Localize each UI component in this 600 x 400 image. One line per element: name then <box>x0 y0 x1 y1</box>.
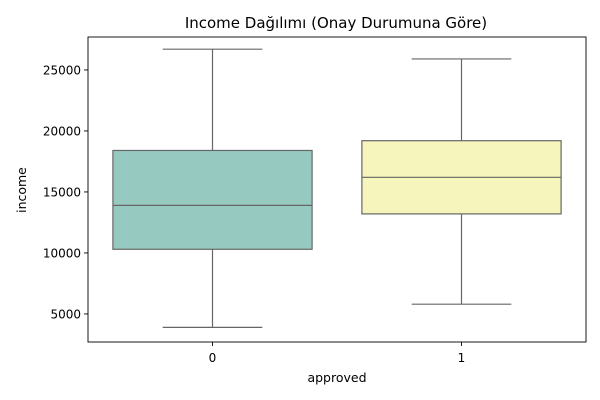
iqr-box <box>112 149 313 250</box>
y-axis-label: income <box>14 167 29 213</box>
plot-frame <box>87 36 587 343</box>
y-tick-label: 15000 <box>43 185 81 199</box>
y-tick-label: 10000 <box>43 246 81 260</box>
box-group-0 <box>112 48 313 328</box>
y-tick-label: 25000 <box>43 63 81 77</box>
x-tick-label: 0 <box>209 351 217 365</box>
y-tick-label: 5000 <box>50 307 81 321</box>
boxes-layer <box>112 48 562 328</box>
y-tick-label: 20000 <box>43 124 81 138</box>
x-axis-label: approved <box>307 370 366 385</box>
y-axis: 5000 10000 15000 20000 25000 <box>43 63 88 321</box>
chart-title: Income Dağılımı (Onay Durumuna Göre) <box>185 14 487 32</box>
x-tick-label: 1 <box>458 351 466 365</box>
box-group-1 <box>361 58 562 305</box>
